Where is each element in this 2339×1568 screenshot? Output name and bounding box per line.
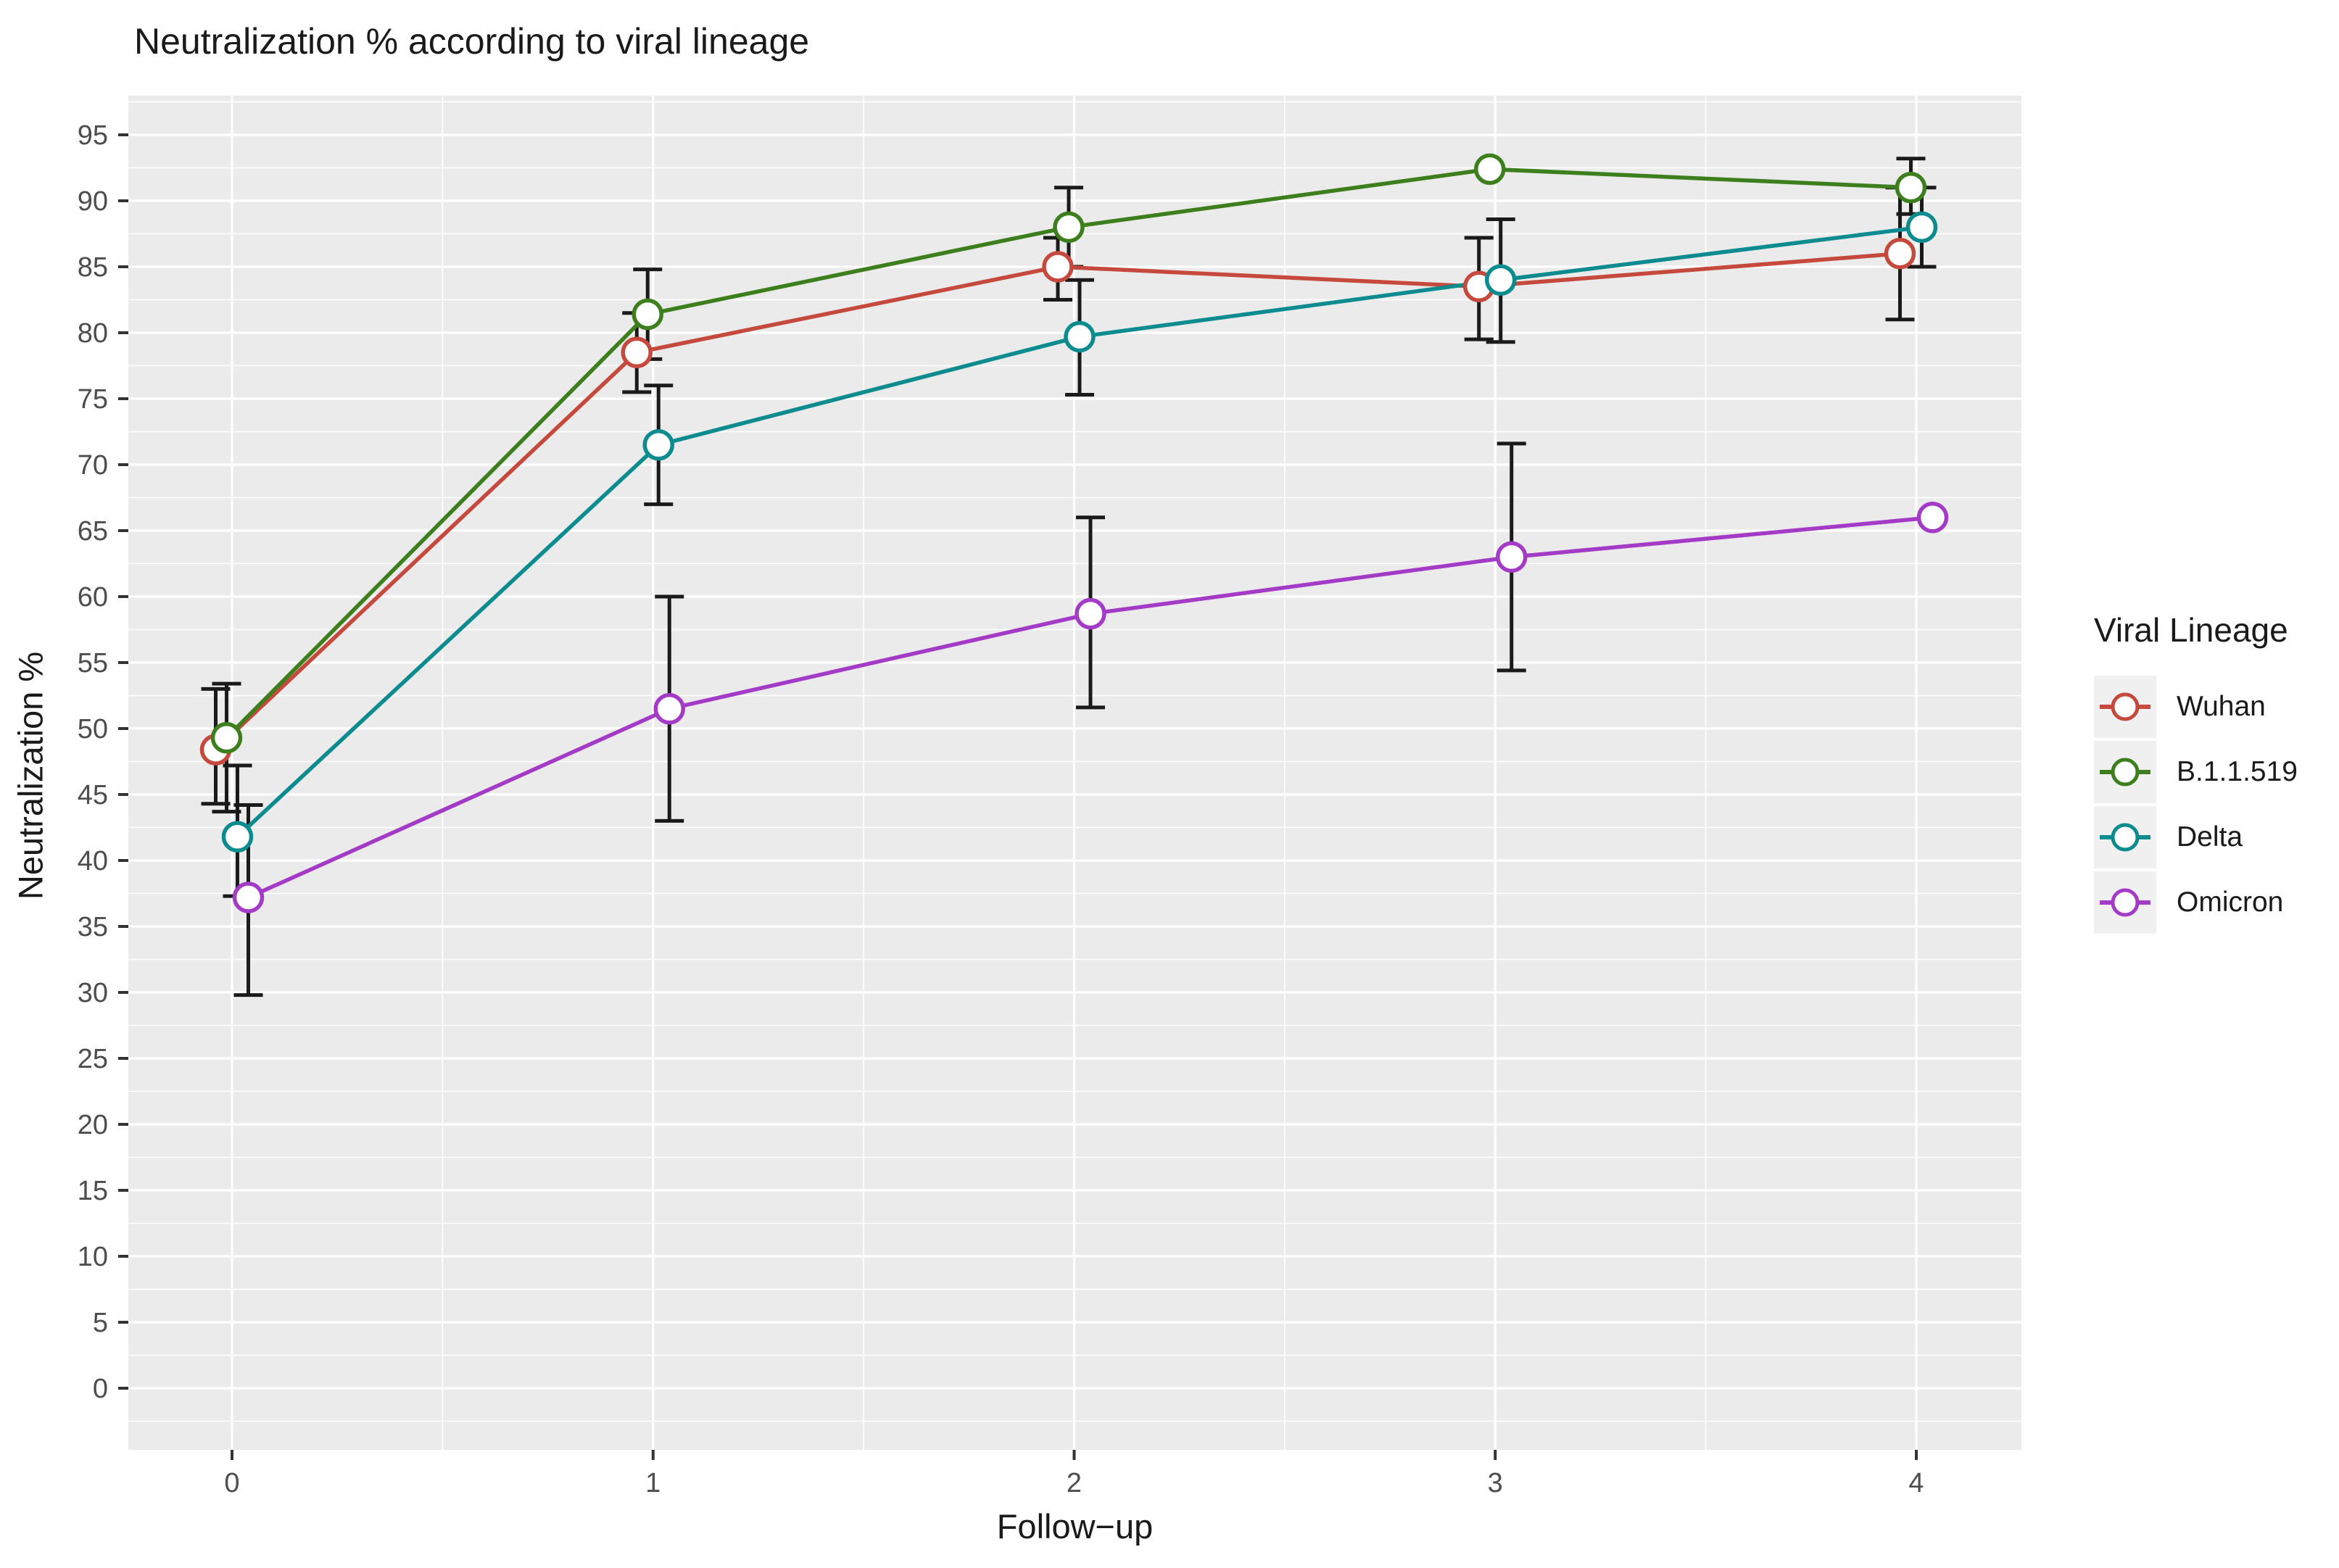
- y-tick-label: 75: [78, 384, 108, 415]
- y-tick-label: 10: [78, 1242, 108, 1272]
- data-point-Omicron-x4: [1916, 502, 1949, 534]
- legend-items: Wuhan B.1.1.519 Delta Omicron: [2094, 676, 2298, 934]
- data-point-Wuhan-x1: [621, 336, 653, 369]
- y-tick-label: 60: [78, 582, 108, 613]
- data-point-Delta-x2: [1064, 320, 1096, 353]
- y-tick-label: 50: [78, 714, 108, 744]
- data-point-Delta-x3: [1485, 264, 1517, 296]
- legend-key-icon: [2094, 806, 2156, 868]
- data-point-B.1.1.519-x0: [210, 721, 243, 754]
- data-point-Wuhan-x4: [1884, 238, 1916, 270]
- x-tick-label: 4: [1908, 1468, 1924, 1498]
- data-point-B.1.1.519-x1: [632, 298, 663, 331]
- y-tick-label: 0: [93, 1374, 108, 1404]
- y-axis-title: Neutralization %: [11, 651, 50, 900]
- data-point-B.1.1.519-x3: [1474, 153, 1506, 186]
- data-point-Omicron-x0: [232, 882, 265, 913]
- chart-title: Neutralization % according to viral line…: [134, 21, 810, 62]
- data-point-Wuhan-x2: [1042, 251, 1074, 283]
- y-tick-label: 30: [78, 978, 108, 1008]
- y-tick-label: 35: [78, 912, 108, 942]
- y-tick-label: 25: [78, 1044, 108, 1074]
- data-point-Delta-x1: [642, 428, 674, 461]
- x-tick-label: 3: [1488, 1468, 1503, 1498]
- x-axis-title: Follow−up: [0, 1506, 2150, 1546]
- legend-key-icon: [2094, 741, 2156, 803]
- data-point-B.1.1.519-x4: [1895, 172, 1927, 204]
- legend-label: B.1.1.519: [2177, 756, 2298, 787]
- data-point-Omicron-x3: [1496, 541, 1528, 573]
- y-tick-label: 20: [78, 1110, 108, 1140]
- data-point-B.1.1.519-x2: [1053, 211, 1085, 244]
- x-tick-label: 1: [645, 1468, 661, 1498]
- legend-item-Omicron: Omicron: [2094, 871, 2298, 934]
- y-tick-label: 45: [78, 780, 108, 810]
- y-tick-label: 85: [78, 252, 108, 283]
- legend-item-B.1.1.519: B.1.1.519: [2094, 741, 2298, 803]
- data-point-Omicron-x1: [653, 692, 685, 725]
- y-tick-label: 90: [78, 186, 108, 217]
- y-tick-label: 5: [93, 1308, 108, 1338]
- x-tick-label: 2: [1067, 1468, 1082, 1498]
- legend-item-Wuhan: Wuhan: [2094, 676, 2298, 738]
- y-tick-label: 15: [78, 1176, 108, 1206]
- legend-item-Delta: Delta: [2094, 806, 2298, 868]
- data-point-Delta-x4: [1905, 211, 1938, 244]
- legend: Viral Lineage Wuhan B.1.1.519 Delta Omicron: [2094, 610, 2298, 937]
- legend-label: Delta: [2177, 821, 2243, 853]
- legend-label: Wuhan: [2177, 691, 2266, 722]
- y-tick-label: 55: [78, 648, 108, 679]
- y-tick-label: 40: [78, 846, 108, 876]
- legend-key-icon: [2094, 871, 2156, 934]
- x-axis-title-text: Follow−up: [996, 1507, 1154, 1546]
- y-tick-label: 80: [78, 318, 108, 349]
- y-tick-label: 70: [78, 450, 108, 481]
- y-tick-label: 95: [78, 120, 108, 151]
- y-tick-label: 65: [78, 516, 108, 547]
- data-point-Omicron-x2: [1075, 597, 1106, 630]
- legend-label: Omicron: [2177, 887, 2284, 918]
- x-tick-label: 0: [224, 1468, 239, 1498]
- legend-key-icon: [2094, 676, 2156, 738]
- legend-title: Viral Lineage: [2094, 611, 2288, 649]
- data-point-Delta-x0: [221, 821, 254, 853]
